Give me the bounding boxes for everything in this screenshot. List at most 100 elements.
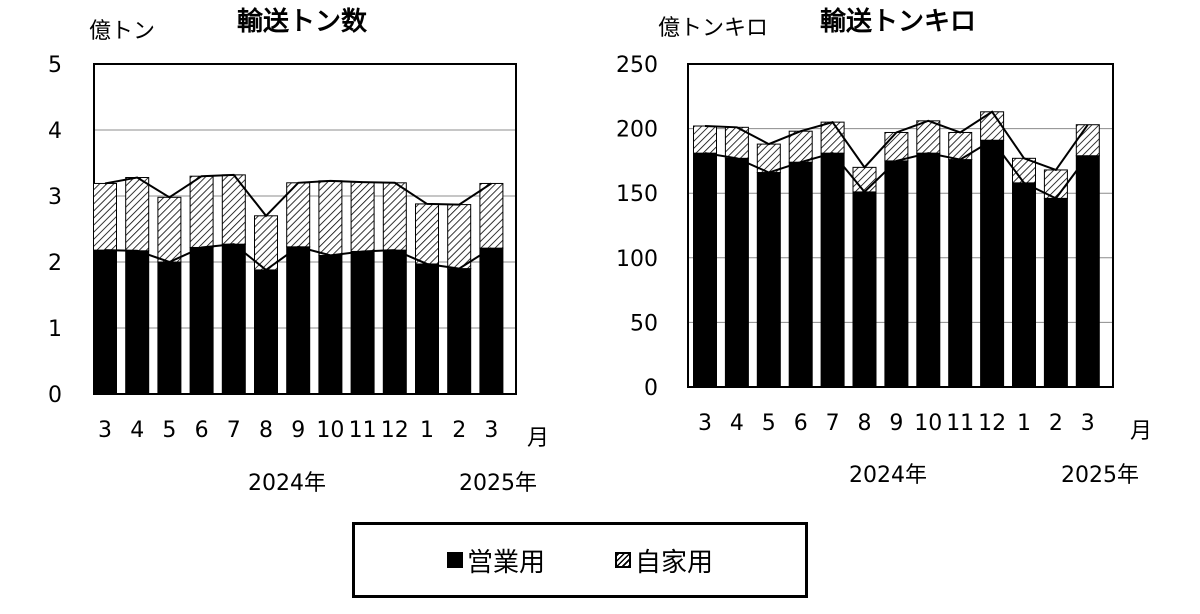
y-tick-label: 3 — [48, 185, 62, 210]
x-axis-unit-label: 月 — [527, 426, 549, 451]
bar-commercial — [852, 191, 877, 388]
x-tick-label: 3 — [1081, 411, 1095, 436]
bar-commercial — [756, 172, 781, 388]
x-tick-label: 4 — [130, 418, 144, 443]
bar-commercial — [980, 139, 1005, 388]
bar-private — [93, 182, 117, 251]
x-tick-label: 3 — [98, 418, 112, 443]
bar-commercial — [724, 157, 749, 388]
bar-private — [1075, 124, 1100, 157]
bar-commercial — [1012, 182, 1036, 388]
x-tick-label: 7 — [826, 411, 840, 436]
x-tick-label: 4 — [730, 411, 744, 436]
bar-commercial — [693, 152, 717, 388]
bar-commercial — [157, 261, 182, 395]
bar-commercial — [286, 246, 311, 395]
chart-title: 輸送トン数 — [237, 6, 368, 37]
x-tick-label: 3 — [698, 411, 712, 436]
x-tick-label: 2 — [1049, 411, 1063, 436]
x-tick-label: 6 — [794, 411, 808, 436]
y-tick-label: 0 — [48, 383, 62, 408]
bar-commercial — [447, 268, 472, 395]
bar-commercial — [254, 269, 278, 395]
bar-commercial — [415, 263, 439, 395]
y-tick-label: 5 — [48, 53, 62, 78]
year-label: 2024年 — [248, 471, 326, 496]
x-tick-label: 10 — [316, 418, 344, 443]
bar-private — [820, 121, 845, 154]
year-label: 2025年 — [459, 471, 537, 496]
x-tick-label: 9 — [889, 411, 903, 436]
bar-private — [884, 131, 909, 162]
x-tick-label: 2 — [452, 418, 466, 443]
x-tick-label: 1 — [420, 418, 434, 443]
bar-commercial — [350, 250, 375, 395]
x-tick-label: 1 — [1017, 411, 1031, 436]
x-tick-label: 6 — [195, 418, 209, 443]
bar-private — [788, 130, 813, 163]
bar-commercial — [820, 152, 845, 388]
bar-private — [350, 181, 375, 252]
bar-private — [157, 196, 182, 263]
legend-label-commercial: 営業用 — [466, 547, 545, 578]
bar-private — [382, 182, 407, 251]
x-axis-unit-label: 月 — [1130, 419, 1152, 444]
bar-private — [415, 203, 439, 265]
bar-commercial — [189, 246, 214, 395]
x-tick-label: 12 — [978, 411, 1006, 436]
bar-commercial — [479, 247, 504, 395]
bar-commercial — [125, 250, 150, 395]
legend-label-private: 自家用 — [635, 547, 714, 578]
legend-swatch-solid-icon — [446, 552, 463, 568]
x-tick-label: 10 — [914, 411, 942, 436]
line-commercial-top — [104, 243, 492, 272]
bar-commercial — [221, 243, 246, 395]
x-tick-label: 11 — [349, 418, 377, 443]
bar-private — [254, 215, 278, 271]
y-axis-unit-label: 億トンキロ — [658, 16, 768, 41]
year-label: 2025年 — [1061, 463, 1139, 488]
x-tick-label: 5 — [762, 411, 776, 436]
legend: 営業用 自家用 — [352, 522, 808, 598]
legend-item-commercial: 営業用 — [446, 542, 545, 579]
x-tick-label: 11 — [946, 411, 974, 436]
year-label: 2024年 — [849, 463, 927, 488]
y-tick-label: 200 — [616, 118, 658, 143]
bar-private — [916, 120, 941, 154]
x-tick-label: 3 — [484, 418, 498, 443]
x-tick-label: 5 — [162, 418, 176, 443]
bar-private — [479, 182, 504, 249]
bar-commercial — [318, 254, 343, 395]
chart-title: 輸送トンキロ — [820, 6, 976, 37]
y-tick-label: 2 — [48, 251, 62, 276]
bar-commercial — [788, 161, 813, 388]
bar-private — [189, 175, 214, 248]
bar-private — [447, 204, 472, 270]
y-tick-label: 1 — [48, 317, 62, 342]
bar-commercial — [1043, 197, 1068, 388]
y-tick-label: 150 — [616, 182, 658, 207]
bar-commercial — [916, 152, 941, 388]
y-tick-label: 100 — [616, 247, 658, 272]
bar-commercial — [948, 159, 973, 388]
x-tick-label: 8 — [858, 411, 872, 436]
legend-swatch-hatched-icon — [615, 552, 631, 568]
x-tick-label: 12 — [381, 418, 409, 443]
y-tick-label: 0 — [644, 376, 658, 401]
legend-item-private: 自家用 — [615, 542, 713, 579]
bar-private — [318, 180, 343, 256]
bar-commercial — [884, 160, 909, 388]
bar-commercial — [382, 249, 407, 395]
y-tick-label: 50 — [630, 311, 658, 336]
y-tick-label: 250 — [616, 53, 658, 78]
bar-private — [125, 177, 150, 252]
bar-private — [852, 166, 877, 193]
y-tick-label: 4 — [48, 119, 62, 144]
x-tick-label: 9 — [291, 418, 305, 443]
bar-private — [693, 125, 717, 154]
x-tick-label: 8 — [259, 418, 273, 443]
bar-commercial — [1075, 155, 1100, 388]
line-total-top — [104, 173, 492, 218]
